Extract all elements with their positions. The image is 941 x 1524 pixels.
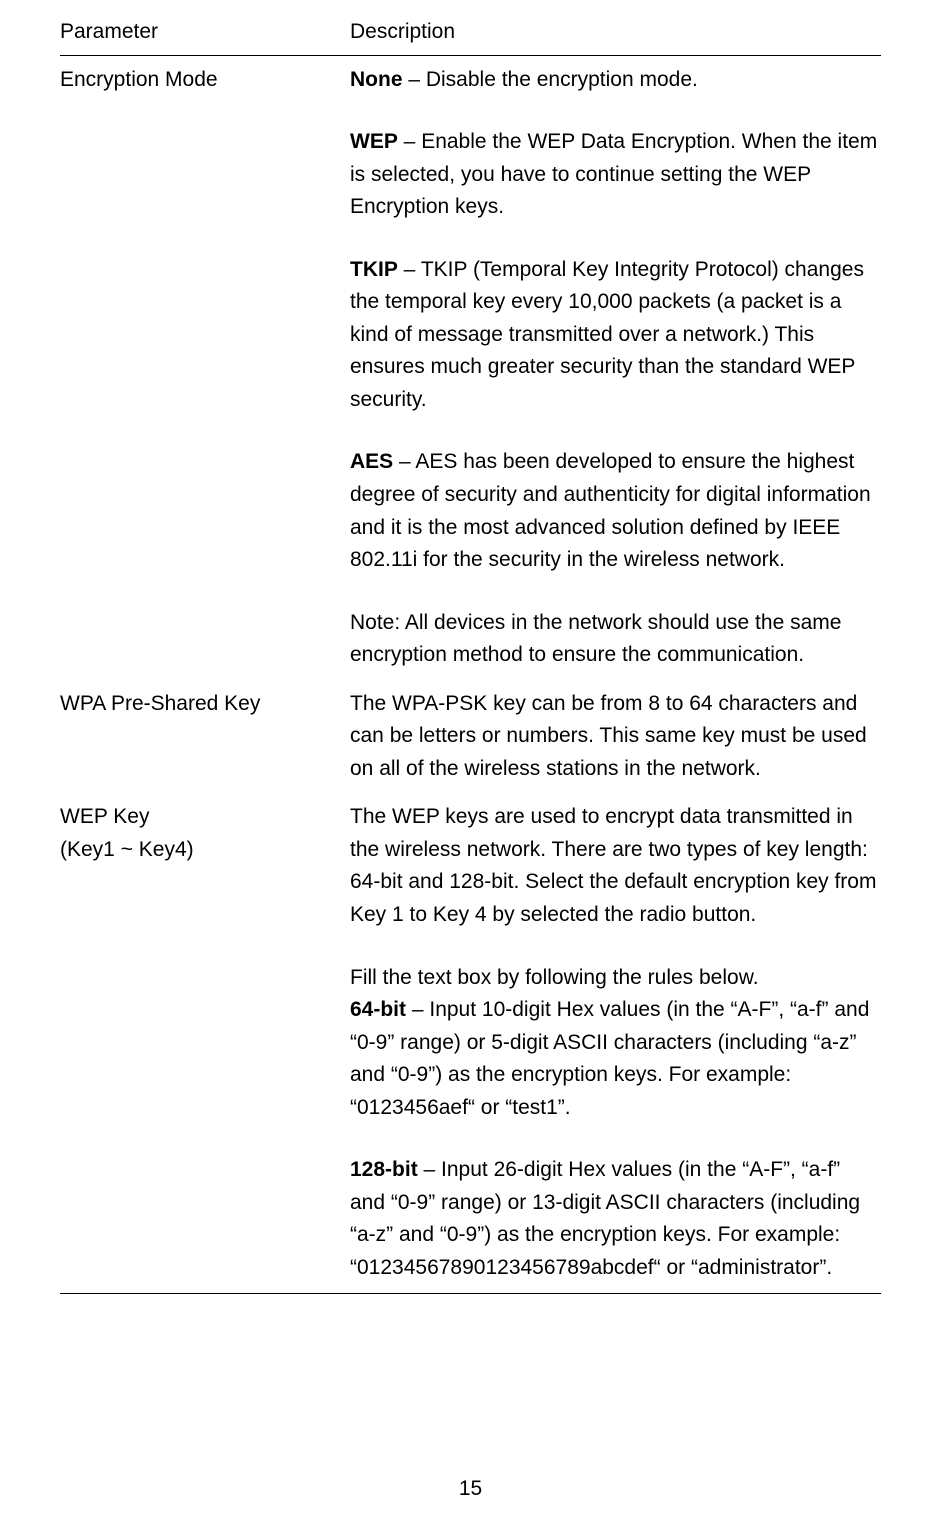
parameter-label: (Key1 ~ Key4) (60, 838, 194, 861)
parameter-cell: WEP Key (Key1 ~ Key4) (60, 793, 350, 1293)
description-cell: The WEP keys are used to encrypt data tr… (350, 793, 881, 1293)
description-text: – Enable the WEP Data Encryption. When t… (350, 130, 877, 218)
document-page: Parameter Description Encryption Mode Non… (0, 0, 941, 1524)
description-term: WEP (350, 130, 398, 153)
page-number: 15 (0, 1473, 941, 1506)
description-paragraph: TKIP – TKIP (Temporal Key Integrity Prot… (350, 254, 881, 417)
description-term: 64-bit (350, 998, 406, 1021)
parameter-label: WEP Key (60, 805, 149, 828)
description-paragraph: None – Disable the encryption mode. (350, 64, 881, 97)
description-cell: The WPA-PSK key can be from 8 to 64 char… (350, 680, 881, 794)
description-text: – TKIP (Temporal Key Integrity Protocol)… (350, 258, 864, 411)
description-text: – Disable the encryption mode. (403, 68, 698, 91)
description-paragraph: AES – AES has been developed to ensure t… (350, 446, 881, 576)
description-text: The WPA-PSK key can be from 8 to 64 char… (350, 692, 867, 780)
description-text: Note: All devices in the network should … (350, 611, 841, 667)
parameter-label: Encryption Mode (60, 68, 218, 91)
description-block: The WEP keys are used to encrypt data tr… (350, 801, 881, 1284)
description-paragraph: WEP – Enable the WEP Data Encryption. Wh… (350, 126, 881, 224)
col-header-description: Description (350, 10, 881, 55)
description-paragraph: Fill the text box by following the rules… (350, 962, 881, 1125)
description-text: Fill the text box by following the rules… (350, 966, 759, 989)
parameter-cell: Encryption Mode (60, 55, 350, 680)
description-text: – Input 10-digit Hex values (in the “A-F… (350, 998, 869, 1119)
table-row: WPA Pre-Shared Key The WPA-PSK key can be… (60, 680, 881, 794)
col-header-parameter: Parameter (60, 10, 350, 55)
parameter-table: Parameter Description Encryption Mode Non… (60, 10, 881, 1294)
description-term: TKIP (350, 258, 398, 281)
description-block: The WPA-PSK key can be from 8 to 64 char… (350, 688, 881, 786)
table-header-row: Parameter Description (60, 10, 881, 55)
description-paragraph: The WPA-PSK key can be from 8 to 64 char… (350, 688, 881, 786)
description-term: None (350, 68, 403, 91)
description-paragraph: 128-bit – Input 26-digit Hex values (in … (350, 1154, 881, 1284)
description-term: 128-bit (350, 1158, 418, 1181)
parameter-label: WPA Pre-Shared Key (60, 692, 260, 715)
description-block: None – Disable the encryption mode. WEP –… (350, 64, 881, 672)
table-row: Encryption Mode None – Disable the encryp… (60, 55, 881, 680)
table-row: WEP Key (Key1 ~ Key4) The WEP keys are use… (60, 793, 881, 1293)
description-paragraph: Note: All devices in the network should … (350, 607, 881, 672)
description-paragraph: The WEP keys are used to encrypt data tr… (350, 801, 881, 931)
description-cell: None – Disable the encryption mode. WEP –… (350, 55, 881, 680)
parameter-cell: WPA Pre-Shared Key (60, 680, 350, 794)
description-text: – Input 26-digit Hex values (in the “A-F… (350, 1158, 860, 1279)
description-text: The WEP keys are used to encrypt data tr… (350, 805, 876, 926)
description-text: – AES has been developed to ensure the h… (350, 450, 871, 571)
description-term: AES (350, 450, 393, 473)
